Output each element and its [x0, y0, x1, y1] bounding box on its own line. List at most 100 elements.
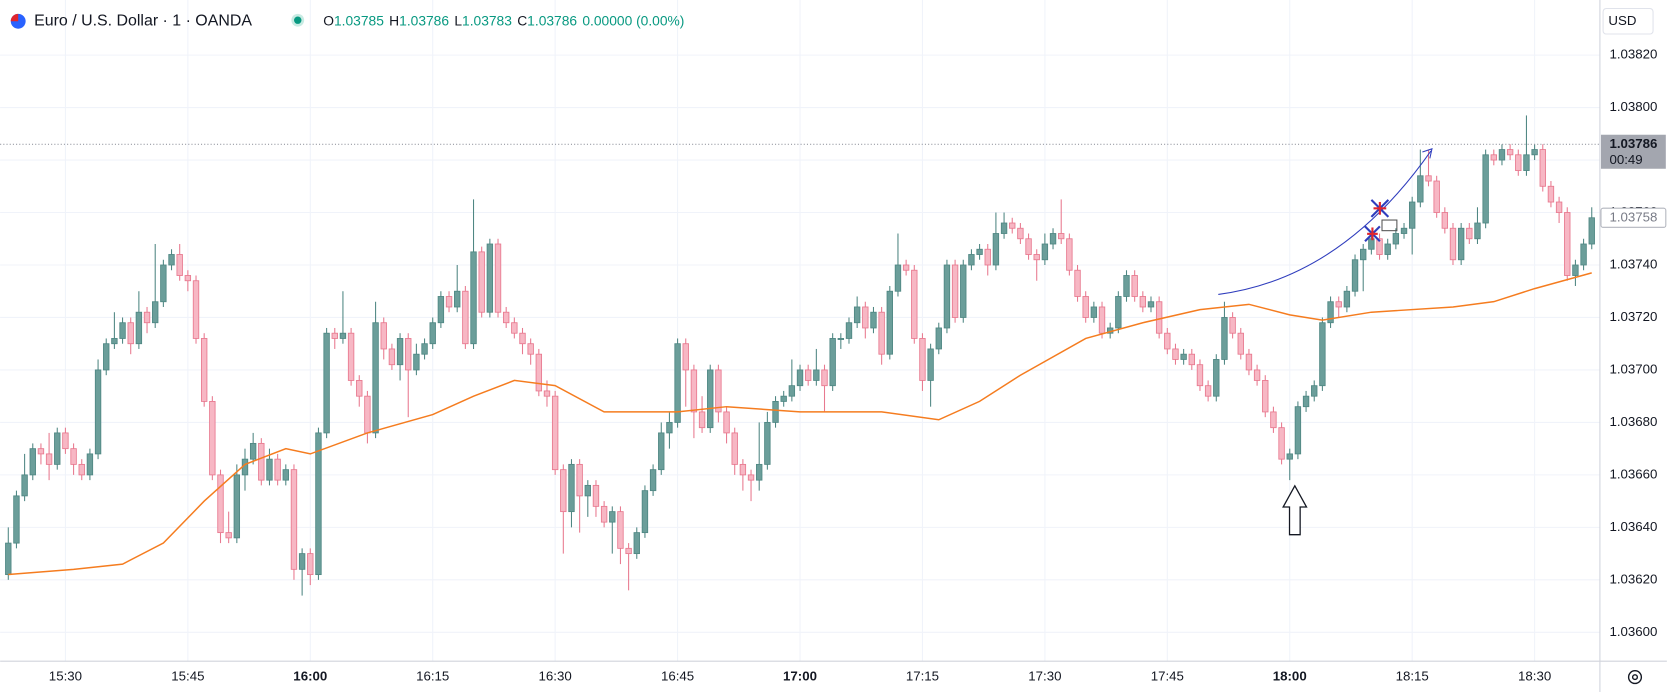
candle-body [396, 338, 404, 366]
candle-body [1417, 175, 1424, 203]
candle-body [633, 532, 640, 555]
marked-price-label: 1.03758 [1609, 209, 1657, 224]
candle-body [951, 264, 959, 318]
x-tick-label: 18:15 [1396, 669, 1429, 684]
ohlc-value: 1.03786 [527, 12, 577, 28]
candle-body [486, 243, 494, 313]
y-tick-label: 1.03600 [1609, 624, 1657, 639]
candle-body [1335, 301, 1342, 308]
candle-body [911, 269, 918, 339]
overlay [0, 143, 1600, 576]
candle-body [1384, 243, 1391, 255]
candle-body [176, 254, 183, 276]
ohlc-key: H [389, 12, 399, 28]
candle-body [1237, 332, 1244, 355]
candle-body [1229, 317, 1236, 334]
candle-body [1131, 275, 1138, 297]
candle-body [1498, 149, 1506, 161]
candles [5, 115, 1595, 596]
candle-body [1294, 406, 1302, 455]
ohlc-value: 1.03783 [462, 12, 512, 28]
candle-body [274, 458, 281, 481]
candle-body [54, 432, 61, 465]
candle-body [1270, 411, 1277, 429]
candle-body [429, 322, 436, 345]
candle-body [209, 401, 216, 476]
candle-body [804, 369, 812, 381]
candle-body [192, 280, 200, 339]
candle-body [437, 296, 445, 324]
candle-body [249, 442, 257, 460]
candle-body [813, 369, 820, 381]
candle-body [315, 432, 322, 576]
candle-body [233, 474, 241, 539]
cross-marker[interactable] [1364, 225, 1381, 243]
candle-body [258, 442, 265, 481]
candle-body [1547, 185, 1555, 203]
candle-body [103, 343, 110, 371]
candle-body [1000, 222, 1008, 234]
x-tick-label: 16:45 [661, 669, 694, 684]
candle-body [152, 301, 159, 324]
candle-body [1482, 154, 1489, 224]
candle-body [788, 385, 796, 397]
candle-body [592, 484, 600, 507]
candle-body [535, 353, 543, 392]
candle-body [1017, 227, 1024, 240]
candle-body [94, 369, 102, 455]
candle-body [1221, 317, 1228, 360]
x-tick-label: 17:00 [783, 669, 817, 684]
candle-body [356, 380, 363, 397]
candle-body [1245, 353, 1253, 371]
candle-body [5, 542, 12, 576]
up-arrow[interactable] [1282, 484, 1308, 536]
candle-body [307, 553, 314, 576]
candle-body [1515, 154, 1522, 171]
candle-body [1449, 227, 1457, 261]
candle-body [462, 290, 469, 345]
candle-body [902, 264, 910, 271]
candle-body [584, 484, 591, 497]
currency-button[interactable] [1602, 7, 1654, 35]
candle-body [723, 411, 730, 434]
candle-body [331, 332, 338, 339]
candle-body [853, 306, 861, 324]
ohlc-key: C [517, 12, 527, 28]
candle-body [600, 505, 608, 523]
candle-body [894, 264, 902, 292]
time-axis-panel [0, 661, 1667, 692]
candle-body [886, 290, 893, 355]
selection-box[interactable] [1381, 219, 1398, 232]
curve-arrowhead [1422, 148, 1433, 159]
x-tick-label: 15:45 [171, 669, 204, 684]
candle-body [339, 332, 347, 339]
trend-curve[interactable] [1218, 150, 1432, 295]
price-axis-panel [1599, 0, 1667, 692]
candle-body [1564, 212, 1571, 276]
candle-body [1474, 222, 1481, 240]
candle-body [1147, 301, 1155, 308]
candle-body [388, 348, 396, 366]
candle-body [1360, 248, 1367, 261]
candle-body [1286, 453, 1293, 460]
candle-body [984, 248, 991, 266]
candle-body [666, 421, 673, 434]
candle-body [862, 306, 869, 329]
candle-body [282, 469, 289, 481]
candle-body [70, 448, 77, 465]
candle-body [992, 233, 1000, 266]
candle-body [739, 463, 747, 476]
candle-body [796, 369, 804, 387]
candle-body [37, 448, 45, 455]
candle-body [1049, 233, 1057, 245]
candle-body [1253, 369, 1261, 381]
candle-body [919, 338, 926, 381]
candle-body [119, 322, 126, 339]
candle-body [976, 248, 983, 255]
cross-marker[interactable] [1370, 199, 1390, 218]
candle-body [1466, 227, 1473, 240]
candle-body [1425, 175, 1432, 182]
settings-icon[interactable] [1627, 670, 1643, 685]
